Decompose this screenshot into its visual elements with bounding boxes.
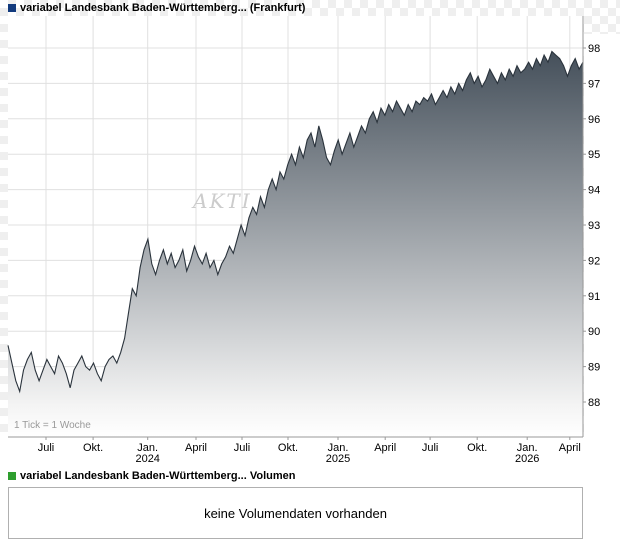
svg-text:Okt.: Okt. <box>467 442 487 454</box>
price-series-color-icon <box>8 4 16 12</box>
volume-chart-title: variabel Landesbank Baden-Württemberg...… <box>20 470 296 482</box>
volume-empty-message: keine Volumendaten vorhanden <box>204 505 387 521</box>
svg-text:2024: 2024 <box>135 453 159 462</box>
svg-text:2025: 2025 <box>326 453 350 462</box>
svg-text:Okt.: Okt. <box>278 442 298 454</box>
svg-text:2026: 2026 <box>515 453 539 462</box>
volume-series-color-icon <box>8 472 16 480</box>
price-chart-title: variabel Landesbank Baden-Württemberg...… <box>20 2 306 14</box>
svg-text:90: 90 <box>588 326 600 338</box>
svg-text:96: 96 <box>588 114 600 126</box>
svg-text:April: April <box>559 442 581 454</box>
svg-text:AKTI: AKTI <box>191 189 252 213</box>
svg-text:Jan.: Jan. <box>328 442 349 454</box>
price-chart-legend: variabel Landesbank Baden-Württemberg...… <box>8 2 305 14</box>
svg-text:Juli: Juli <box>234 442 251 454</box>
svg-text:98: 98 <box>588 43 600 55</box>
svg-text:April: April <box>374 442 396 454</box>
svg-text:Jan.: Jan. <box>137 442 158 454</box>
svg-text:Jan.: Jan. <box>517 442 538 454</box>
svg-text:Okt.: Okt. <box>83 442 103 454</box>
volume-panel: keine Volumendaten vorhanden <box>8 487 583 539</box>
svg-text:92: 92 <box>588 255 600 267</box>
svg-text:94: 94 <box>588 185 600 197</box>
svg-text:1 Tick = 1 Woche: 1 Tick = 1 Woche <box>14 420 91 431</box>
svg-text:95: 95 <box>588 149 600 161</box>
svg-text:Juli: Juli <box>38 442 55 454</box>
svg-text:89: 89 <box>588 362 600 374</box>
svg-text:93: 93 <box>588 220 600 232</box>
volume-chart-legend: variabel Landesbank Baden-Württemberg...… <box>8 470 295 482</box>
svg-text:91: 91 <box>588 291 600 303</box>
svg-text:97: 97 <box>588 78 600 90</box>
svg-text:88: 88 <box>588 397 600 409</box>
svg-text:Juli: Juli <box>422 442 439 454</box>
svg-text:April: April <box>185 442 207 454</box>
